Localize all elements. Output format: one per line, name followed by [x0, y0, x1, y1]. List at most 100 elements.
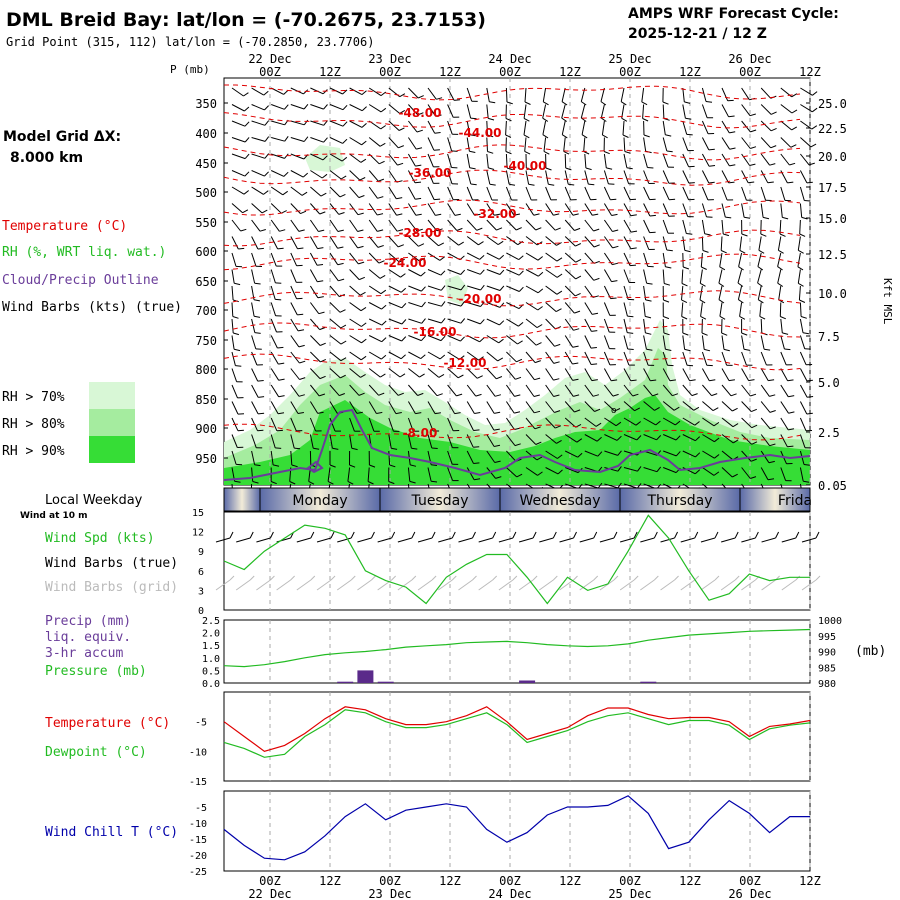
wind-barb	[466, 450, 480, 464]
wind-barb	[251, 186, 269, 195]
wind-barb	[525, 467, 543, 476]
isotherm-line	[223, 423, 801, 441]
surface-wind-barb-grid	[336, 575, 356, 591]
wind-barb	[447, 219, 463, 231]
wind-barb	[741, 319, 748, 336]
wind-barb	[270, 384, 285, 398]
temp-axis-label: -15	[189, 777, 207, 788]
height-tick-label: 5.0	[818, 376, 840, 390]
wind-barb	[270, 335, 284, 349]
wind-barb	[486, 186, 498, 201]
precip-bar	[357, 670, 374, 683]
wind-barb	[741, 467, 757, 479]
wind-barb	[290, 434, 301, 450]
wind-barb	[388, 236, 404, 248]
wind-barb	[603, 351, 616, 366]
surface-wind-barb-true	[801, 531, 820, 543]
wind-barb	[270, 401, 285, 415]
height-tick-label: 25.0	[818, 97, 847, 111]
wind-barb	[290, 285, 303, 300]
wind-barb	[329, 186, 346, 198]
wind-barb	[701, 219, 711, 236]
wind-barb	[760, 153, 776, 166]
isotherm-label: -48.00	[399, 106, 442, 120]
wind-barb	[524, 87, 531, 105]
wind-barb	[290, 136, 309, 142]
surface-wind-barb-true	[215, 531, 234, 543]
wind-barb	[737, 269, 744, 287]
precip-axis-label: 0.0	[202, 679, 220, 690]
wind-barb	[349, 302, 367, 312]
time-tick-label-top: 00Z	[259, 65, 281, 79]
time-tick-label-bottom: 00Z	[259, 874, 281, 888]
wind-barb	[564, 269, 582, 280]
wind-barb	[623, 417, 642, 426]
wind-barb	[466, 401, 481, 414]
wind-barb	[641, 87, 648, 106]
wind-barb	[310, 384, 326, 397]
wind-barb	[662, 401, 680, 411]
wind-barb	[427, 351, 446, 360]
wind-barb	[701, 186, 714, 201]
wind-barb	[623, 153, 633, 170]
wind-barb	[466, 120, 476, 137]
wind-axis-label: 15	[192, 508, 204, 519]
surface-wind-barb-true	[438, 531, 456, 543]
wind-barb	[231, 236, 245, 250]
wind-barb	[741, 417, 758, 429]
isotherm-line	[223, 290, 801, 307]
wind-barb	[427, 186, 441, 201]
wind-barb	[643, 236, 655, 250]
wind-barb	[721, 417, 739, 428]
chill-axis-label: -5	[195, 803, 207, 814]
wind-barb	[682, 417, 700, 426]
wind-barb	[270, 252, 283, 267]
wind-barb	[310, 318, 326, 331]
wind-barb	[780, 318, 789, 335]
wind-barb	[251, 120, 270, 126]
wind-barb	[799, 318, 809, 335]
wind-barb	[603, 302, 616, 316]
time-tick-label-top: 00Z	[619, 65, 641, 79]
wind-barb	[408, 318, 426, 324]
wind-barb	[663, 434, 681, 441]
wind-barb	[270, 285, 282, 301]
wind-barb	[545, 368, 560, 381]
wind-axis-label: 3	[198, 586, 204, 597]
wind-barb	[799, 368, 813, 382]
wind-barb	[408, 87, 424, 99]
wind-barb	[643, 401, 660, 411]
wind-barb	[584, 153, 592, 171]
wind-barb	[721, 153, 736, 167]
wind-barb	[603, 269, 618, 283]
wind-barb	[505, 186, 518, 201]
wind-barb	[780, 203, 789, 220]
wind-barb	[466, 236, 484, 246]
wind-barb	[486, 87, 496, 104]
chill-panel-frame	[223, 790, 811, 872]
wind-barb	[329, 368, 346, 379]
wind-barb	[741, 170, 755, 184]
weekday-label: Monday	[292, 493, 347, 509]
wind-barb	[329, 236, 344, 249]
wind-barb	[349, 269, 365, 281]
surface-wind-barb-true	[417, 531, 436, 543]
wind-barb	[682, 137, 694, 152]
wind-barb	[466, 467, 481, 481]
wind-barb	[349, 137, 367, 146]
pressure-tick-label: 500	[195, 186, 217, 200]
chill-axis-label: -20	[189, 851, 207, 862]
wind-barb	[427, 384, 443, 397]
wind-barb	[388, 120, 405, 131]
chill-axis-label: -15	[189, 835, 207, 846]
surface-wind-barb-grid	[559, 575, 578, 591]
wind-barb	[251, 401, 265, 415]
wind-barb	[663, 450, 681, 457]
wind-barb	[505, 87, 513, 105]
wind-barb	[270, 269, 282, 284]
isotherm-label: -28.00	[399, 226, 442, 240]
wind-barb	[290, 417, 303, 432]
isotherm-label: -12.00	[444, 356, 487, 370]
wind-barb	[682, 252, 690, 270]
wind-barb	[408, 335, 426, 342]
